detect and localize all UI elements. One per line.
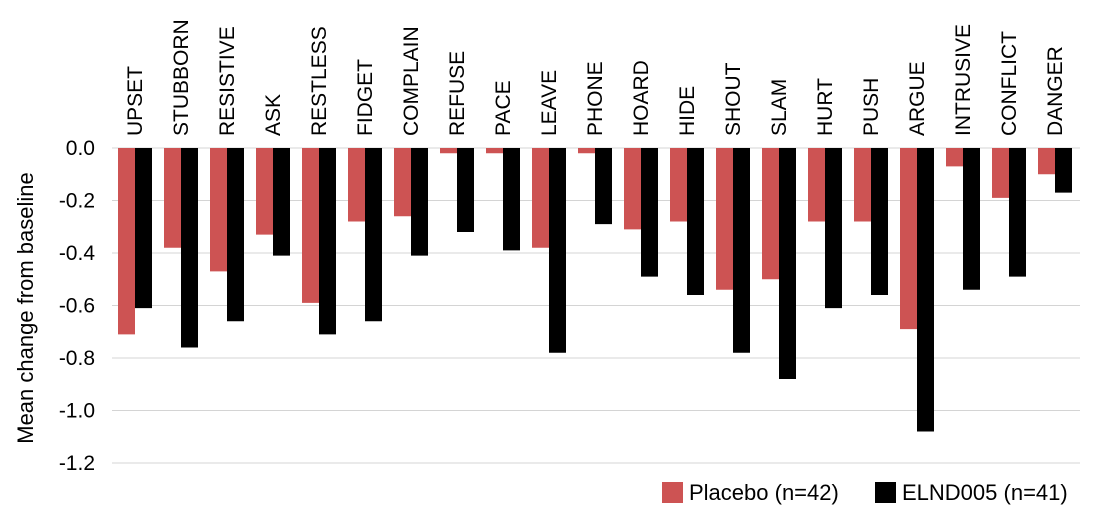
y-axis-title: Mean change from baseline — [13, 172, 38, 444]
bar-placebo-hoard — [624, 148, 641, 230]
bar-placebo-restless — [302, 148, 319, 303]
bar-placebo-danger — [1038, 148, 1055, 175]
category-label-complain: COMPLAIN — [400, 26, 423, 136]
bar-elnd005-hide — [687, 148, 704, 295]
bar-elnd005-intrusive — [963, 148, 980, 290]
bar-elnd005-complain — [411, 148, 428, 256]
bar-placebo-phone — [578, 148, 595, 154]
category-label-intrusive: INTRUSIVE — [952, 24, 975, 136]
bar-placebo-hurt — [808, 148, 825, 222]
bar-placebo-intrusive — [946, 148, 963, 167]
category-label-refuse: REFUSE — [446, 51, 469, 136]
bar-elnd005-push — [871, 148, 888, 295]
bar-elnd005-slam — [779, 148, 796, 379]
bar-placebo-hide — [670, 148, 687, 222]
category-label-danger: DANGER — [1044, 46, 1067, 136]
category-label-hurt: HURT — [814, 78, 837, 136]
category-labels: UPSET STUBBORN RESISTIVE ASK RESTLESS FIDGET C… — [124, 19, 1067, 136]
bar-elnd005-leave — [549, 148, 566, 353]
legend-label-elnd005: ELND005 (n=41) — [902, 480, 1068, 505]
category-label-conflict: CONFLICT — [998, 31, 1021, 136]
category-label-fidget: FIDGET — [354, 59, 377, 136]
category-label-stubborn: STUBBORN — [170, 19, 193, 136]
bar-elnd005-upset — [135, 148, 152, 309]
bar-placebo-ask — [256, 148, 273, 235]
bar-elnd005-refuse — [457, 148, 474, 232]
bar-elnd005-conflict — [1009, 148, 1026, 277]
legend-swatch-elnd005 — [875, 482, 896, 503]
category-label-leave: LEAVE — [538, 70, 561, 136]
bar-placebo-upset — [118, 148, 135, 335]
y-tick-label: 0.0 — [66, 137, 95, 160]
bar-elnd005-shout — [733, 148, 750, 353]
category-label-phone: PHONE — [584, 61, 607, 136]
category-label-shout: SHOUT — [722, 62, 745, 136]
bar-placebo-shout — [716, 148, 733, 290]
category-label-pace: PACE — [492, 80, 515, 136]
bar-placebo-fidget — [348, 148, 365, 222]
category-label-hoard: HOARD — [630, 60, 653, 136]
bar-elnd005-restless — [319, 148, 336, 335]
legend-swatch-placebo — [662, 482, 683, 503]
bar-placebo-stubborn — [164, 148, 181, 248]
category-label-resistive: RESISTIVE — [216, 26, 239, 136]
category-label-push: PUSH — [860, 78, 883, 136]
category-label-hide: HIDE — [676, 86, 699, 136]
bar-elnd005-hurt — [825, 148, 842, 309]
bar-elnd005-ask — [273, 148, 290, 256]
y-tick-label: -0.6 — [59, 295, 95, 318]
category-label-argue: ARGUE — [906, 61, 929, 136]
y-tick-label: -0.2 — [59, 190, 95, 213]
legend-label-placebo: Placebo (n=42) — [689, 480, 839, 505]
bar-placebo-refuse — [440, 148, 457, 154]
bar-elnd005-phone — [595, 148, 612, 225]
bars — [118, 148, 1072, 432]
category-label-restless: RESTLESS — [308, 26, 331, 136]
bar-placebo-push — [854, 148, 871, 222]
bar-elnd005-fidget — [365, 148, 382, 322]
category-label-slam: SLAM — [768, 79, 791, 136]
bar-elnd005-danger — [1055, 148, 1072, 193]
bar-elnd005-hoard — [641, 148, 658, 277]
bar-placebo-pace — [486, 148, 503, 154]
bar-placebo-slam — [762, 148, 779, 280]
bar-placebo-argue — [900, 148, 917, 330]
bar-elnd005-argue — [917, 148, 934, 432]
y-tick-label: -0.4 — [59, 242, 96, 265]
bar-placebo-complain — [394, 148, 411, 217]
y-tick-labels: 0.0 -0.2 -0.4 -0.6 -0.8 -1.0 -1.2 — [59, 137, 96, 475]
bar-placebo-resistive — [210, 148, 227, 272]
y-tick-label: -1.2 — [59, 452, 95, 475]
category-label-ask: ASK — [262, 94, 285, 136]
bar-elnd005-resistive — [227, 148, 244, 322]
bar-elnd005-pace — [503, 148, 520, 251]
bar-placebo-conflict — [992, 148, 1009, 198]
bar-elnd005-stubborn — [181, 148, 198, 348]
y-tick-label: -1.0 — [59, 400, 95, 423]
bar-placebo-leave — [532, 148, 549, 248]
legend: Placebo (n=42) ELND005 (n=41) — [662, 480, 1068, 505]
category-label-upset: UPSET — [124, 66, 147, 136]
y-tick-label: -0.8 — [59, 347, 95, 370]
